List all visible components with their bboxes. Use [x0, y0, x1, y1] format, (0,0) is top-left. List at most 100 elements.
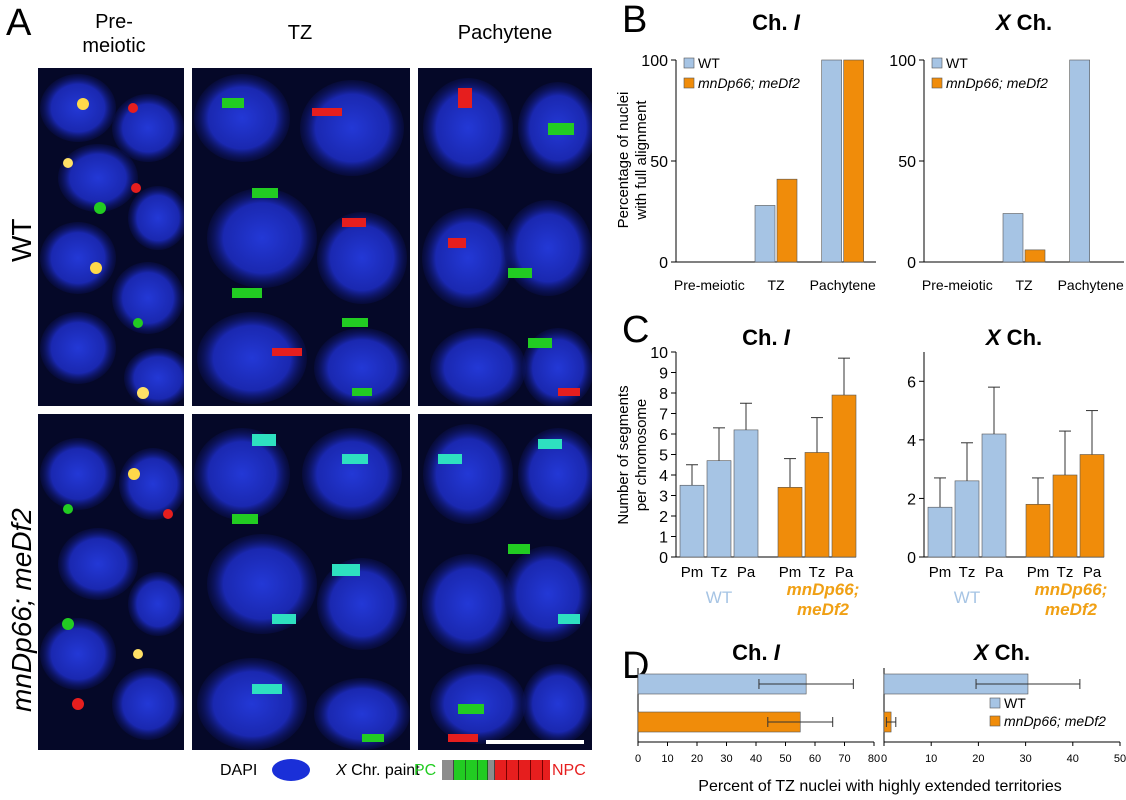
b-legend-label-1-1: mnDp66; meDf2	[946, 75, 1048, 91]
legend-pc-label: PC	[414, 762, 437, 779]
b-title-0: Ch. I	[752, 10, 801, 35]
micrograph-wt-pachytene	[418, 68, 592, 406]
d-title-0-part1: Ch.	[732, 640, 774, 665]
legend-seg-red-3	[518, 760, 531, 780]
c-group-label-0-1-l1: mnDp66;	[787, 580, 860, 599]
c-ytick-label-0-7: 7	[659, 407, 668, 424]
col-head-tz: TZ	[287, 22, 313, 44]
legend-xchr-label: X Chr. paint	[336, 762, 420, 780]
d-bar-1-0	[883, 673, 1029, 695]
col-head-pachytene: Pachytene	[457, 22, 553, 44]
micrograph-svg	[194, 428, 410, 750]
d-bar-0-1	[637, 711, 801, 733]
b-bar-1-2-0	[1069, 59, 1090, 263]
c-ytick-label-0-1: 1	[659, 530, 668, 547]
legend-seg-gray-2	[488, 760, 495, 780]
b-ytick-label-1-50: 50	[898, 154, 916, 171]
b-title-1-part2: Ch.	[1011, 10, 1053, 35]
d-xtick-label-0-60: 60	[809, 753, 821, 765]
c-title-1-part2: Ch.	[1001, 325, 1043, 350]
legend-dapi-swatch	[272, 759, 310, 781]
micrograph-svg	[194, 74, 410, 406]
legend-seg-red-2	[506, 760, 519, 780]
b-legend-swatch-1-0	[931, 57, 943, 69]
b-title-1: X Ch.	[994, 10, 1052, 35]
c-group-label-1-0: WT	[954, 588, 980, 607]
d-title-1-part1: X	[972, 640, 990, 665]
c-ytick-label-1-6: 6	[907, 374, 916, 391]
c-title-0: Ch. I	[742, 325, 791, 350]
micrograph-svg	[40, 74, 184, 406]
d-legend-label-1: mnDp66; meDf2	[1004, 713, 1106, 729]
c-bar-1-0-0	[927, 506, 953, 558]
d-xtick-label-1-30: 30	[1019, 753, 1031, 765]
d-xtick-label-0-40: 40	[750, 753, 762, 765]
legend-seg-green-1	[454, 760, 466, 780]
c-bar-0-0-2	[733, 429, 759, 558]
c-group-label-0-0: WT	[706, 588, 732, 607]
b-ytick-label-0-100: 100	[641, 53, 668, 70]
legend-seg-red-1	[494, 760, 507, 780]
d-legend-swatch-0	[989, 697, 1001, 709]
b-cat-label-1-1: TZ	[1015, 277, 1033, 293]
micrograph-wt-premeiotic	[38, 68, 184, 406]
c-title-0-part2: I	[784, 325, 791, 350]
legend-gradient-bar	[442, 760, 550, 780]
c-bar-0-1-1	[804, 452, 830, 558]
micrograph-mut-premeiotic	[38, 414, 184, 750]
c-ytick-label-0-3: 3	[659, 489, 668, 506]
panel-a-letter: A	[6, 2, 32, 44]
d-title-0-part2: I	[774, 640, 781, 665]
b-bar-0-2-0	[821, 59, 842, 263]
c-title-1: X Ch.	[984, 325, 1042, 350]
c-ytick-label-0-9: 9	[659, 366, 668, 383]
c-cat-label-1-0-1: Tz	[959, 564, 976, 581]
c-cat-label-0-0-1: Tz	[711, 564, 728, 581]
d-xtick-label-1-40: 40	[1067, 753, 1079, 765]
d-xtick-label-0-10: 10	[661, 753, 673, 765]
c-bar-0-0-0	[679, 484, 705, 558]
micrograph-svg	[422, 424, 592, 744]
b-bar-0-1-1	[776, 178, 798, 263]
legend-seg-green-3	[478, 760, 489, 780]
micrograph-wt-tz	[192, 68, 410, 406]
b-legend-label-0-1: mnDp66; meDf2	[698, 75, 800, 91]
c-ytick-label-0-4: 4	[659, 468, 668, 485]
c-ytick-label-0-10: 10	[650, 345, 668, 362]
c-ytick-label-0-0: 0	[659, 550, 668, 567]
d-title-1-part2: Ch.	[989, 640, 1031, 665]
c-bar-0-0-1	[706, 460, 732, 558]
c-cat-label-1-1-2: Pa	[1083, 564, 1102, 581]
b-ytick-label-0-50: 50	[650, 154, 668, 171]
c-cat-label-1-1-1: Tz	[1057, 564, 1074, 581]
micrograph-mut-tz	[192, 414, 410, 750]
b-title-0-part1: Ch.	[752, 10, 794, 35]
c-bar-1-0-1	[954, 480, 980, 558]
c-bar-1-1-1	[1052, 474, 1078, 558]
c-cat-label-0-1-1: Tz	[809, 564, 826, 581]
legend-seg-red-5	[542, 760, 550, 780]
col-head-premeiotic: Pre- meiotic	[82, 11, 146, 57]
b-cat-label-0-1: TZ	[767, 277, 785, 293]
b-bar-0-1-0	[754, 205, 776, 263]
b-title-1-part1: X	[994, 10, 1012, 35]
b-legend-swatch-0-0	[683, 57, 695, 69]
b-ylabel-line1: Percentage of nuclei	[615, 92, 632, 229]
d-legend-swatch-1	[989, 715, 1001, 727]
b-cat-label-1-2: Pachytene	[1058, 277, 1124, 293]
legend-dapi-label: DAPI	[220, 762, 258, 779]
panel-c-letter: C	[622, 309, 649, 351]
c-bar-1-1-2	[1079, 454, 1105, 558]
d-xtick-label-1-50: 50	[1114, 753, 1126, 765]
c-ylabel-line1: Number of segments	[615, 385, 632, 524]
d-xtick-label-0-70: 70	[838, 753, 850, 765]
d-bar-1-1	[883, 711, 892, 733]
b-ytick-label-1-100: 100	[889, 53, 916, 70]
d-xtick-label-1-10: 10	[925, 753, 937, 765]
b-bar-1-1-1	[1024, 249, 1046, 263]
c-bar-0-1-2	[831, 394, 857, 558]
b-ylabel-line2: with full alignment	[633, 100, 650, 221]
c-ytick-label-0-6: 6	[659, 427, 668, 444]
c-title-1-part1: X	[984, 325, 1002, 350]
b-bar-1-1-0	[1002, 213, 1024, 263]
